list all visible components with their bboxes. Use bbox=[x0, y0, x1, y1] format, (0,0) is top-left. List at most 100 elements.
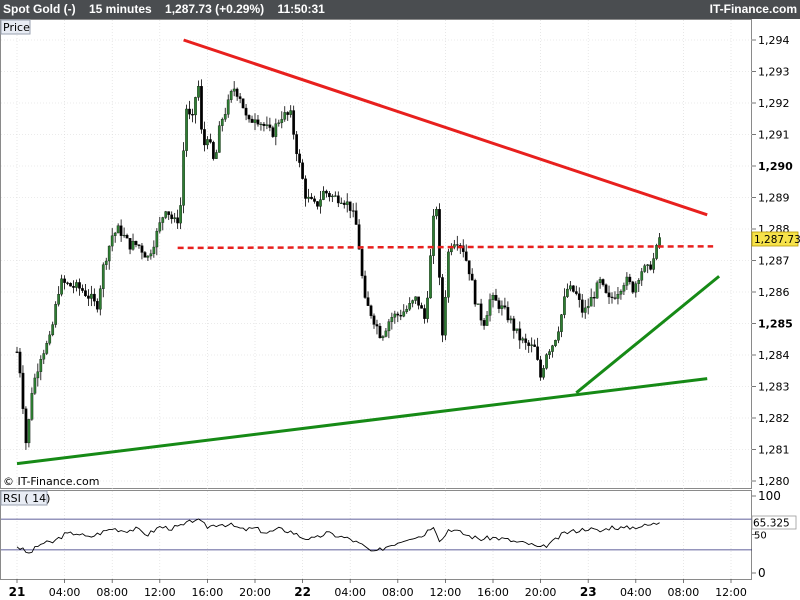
candle-body bbox=[182, 150, 185, 206]
candle-body bbox=[655, 245, 658, 259]
candle-body bbox=[438, 209, 441, 278]
candle-body bbox=[18, 351, 22, 374]
candle-body bbox=[574, 291, 578, 294]
candle-body bbox=[557, 331, 560, 341]
timeframe-label: 15 minutes bbox=[89, 2, 152, 16]
candle-body bbox=[101, 264, 105, 289]
candle-body bbox=[93, 293, 96, 302]
candle-body bbox=[51, 324, 55, 336]
candle-body bbox=[479, 303, 483, 321]
time-tick-label: 04:00 bbox=[334, 586, 366, 599]
candle-body bbox=[658, 237, 661, 246]
time-axis: 21 04:00 08:00 12:00 16:00 20:00 22 04:00 08:00 1… bbox=[9, 579, 747, 599]
candle-body bbox=[512, 318, 516, 331]
candle-body bbox=[435, 209, 438, 217]
price-gridlines bbox=[1, 39, 752, 482]
candle-body bbox=[90, 293, 93, 299]
candle-body bbox=[304, 178, 307, 199]
candle-body bbox=[408, 303, 412, 310]
candle-body bbox=[444, 297, 447, 336]
candle-body bbox=[84, 290, 87, 297]
candle-body bbox=[197, 86, 200, 98]
candle-body bbox=[328, 193, 331, 198]
candle-body bbox=[217, 125, 221, 153]
candle-body bbox=[262, 123, 266, 126]
candle-body bbox=[72, 286, 75, 288]
quote-label: 1,287.73 (+0.29%) bbox=[165, 2, 265, 16]
last-price-box bbox=[751, 231, 799, 247]
candle-body bbox=[280, 119, 284, 123]
candle-body bbox=[482, 320, 486, 326]
candle-body bbox=[411, 300, 415, 304]
candle-body bbox=[506, 307, 510, 321]
candle-body bbox=[631, 281, 635, 293]
candle-body bbox=[146, 255, 150, 258]
candle-body bbox=[527, 342, 531, 346]
candle-body bbox=[432, 215, 435, 256]
rsi-tag-box bbox=[0, 490, 48, 506]
rsi-last-label: 65.325 bbox=[753, 518, 790, 530]
candle-body bbox=[387, 321, 391, 332]
candle-body bbox=[259, 123, 263, 126]
candle-body bbox=[640, 271, 644, 281]
candle-body bbox=[203, 129, 206, 146]
candle-body bbox=[530, 344, 534, 346]
candle-body bbox=[45, 343, 49, 354]
candle-body bbox=[566, 288, 569, 297]
price-tag-box bbox=[0, 19, 31, 35]
candle-body bbox=[149, 253, 153, 257]
candle-body bbox=[333, 195, 337, 197]
candle-body bbox=[625, 276, 629, 286]
candle-body bbox=[601, 279, 605, 285]
candle-body bbox=[235, 88, 239, 97]
candle-body bbox=[75, 282, 78, 288]
candle-body bbox=[30, 393, 34, 420]
candle-body bbox=[375, 324, 379, 327]
candle-body bbox=[274, 123, 278, 137]
clock-time: 11:50:31 bbox=[277, 2, 325, 16]
time-tick-label: 23 bbox=[580, 585, 597, 599]
candle-body bbox=[63, 278, 66, 283]
candle-body bbox=[357, 224, 361, 250]
time-tick-label: 08:00 bbox=[668, 586, 700, 599]
candle-body bbox=[137, 244, 141, 246]
candle-body bbox=[652, 258, 656, 270]
price-tick-label: 1,281 bbox=[758, 444, 790, 457]
candle-body bbox=[595, 282, 599, 299]
candle-body bbox=[119, 225, 123, 236]
candle-body bbox=[536, 346, 539, 360]
candle-body bbox=[155, 230, 159, 248]
candle-body bbox=[27, 419, 31, 444]
candle-body bbox=[545, 354, 548, 369]
price-tick-label: 1,286 bbox=[758, 286, 790, 299]
candle-body bbox=[81, 288, 84, 291]
candle-body bbox=[232, 88, 236, 92]
candle-body bbox=[301, 162, 304, 179]
candle-body bbox=[366, 297, 370, 306]
candle-body bbox=[643, 265, 647, 272]
candle-body bbox=[539, 359, 542, 378]
candle-body bbox=[256, 119, 260, 125]
candle-body bbox=[470, 273, 474, 281]
candle-body bbox=[509, 318, 513, 321]
candle-body bbox=[33, 377, 37, 394]
candle-body bbox=[140, 245, 144, 253]
candle-body bbox=[542, 368, 545, 378]
candle-body bbox=[548, 351, 551, 355]
time-gridlines bbox=[16, 20, 732, 579]
candle-body bbox=[191, 114, 194, 116]
price-tick-label: 1,284 bbox=[758, 349, 790, 362]
candle-body bbox=[405, 308, 409, 312]
candle-body bbox=[503, 305, 507, 308]
price-tick-label: 1,294 bbox=[758, 34, 790, 47]
time-tick-label: 16:00 bbox=[192, 586, 224, 599]
candle-body bbox=[265, 124, 269, 126]
candle-body bbox=[39, 359, 43, 372]
rsi-tick-label: 0 bbox=[758, 566, 766, 580]
candle-body bbox=[179, 205, 182, 224]
candle-body bbox=[455, 244, 459, 246]
price-tick-label: 1,291 bbox=[758, 129, 790, 142]
last-price-label: 1,287.73 bbox=[754, 234, 800, 246]
price-tag: Price bbox=[3, 21, 30, 34]
